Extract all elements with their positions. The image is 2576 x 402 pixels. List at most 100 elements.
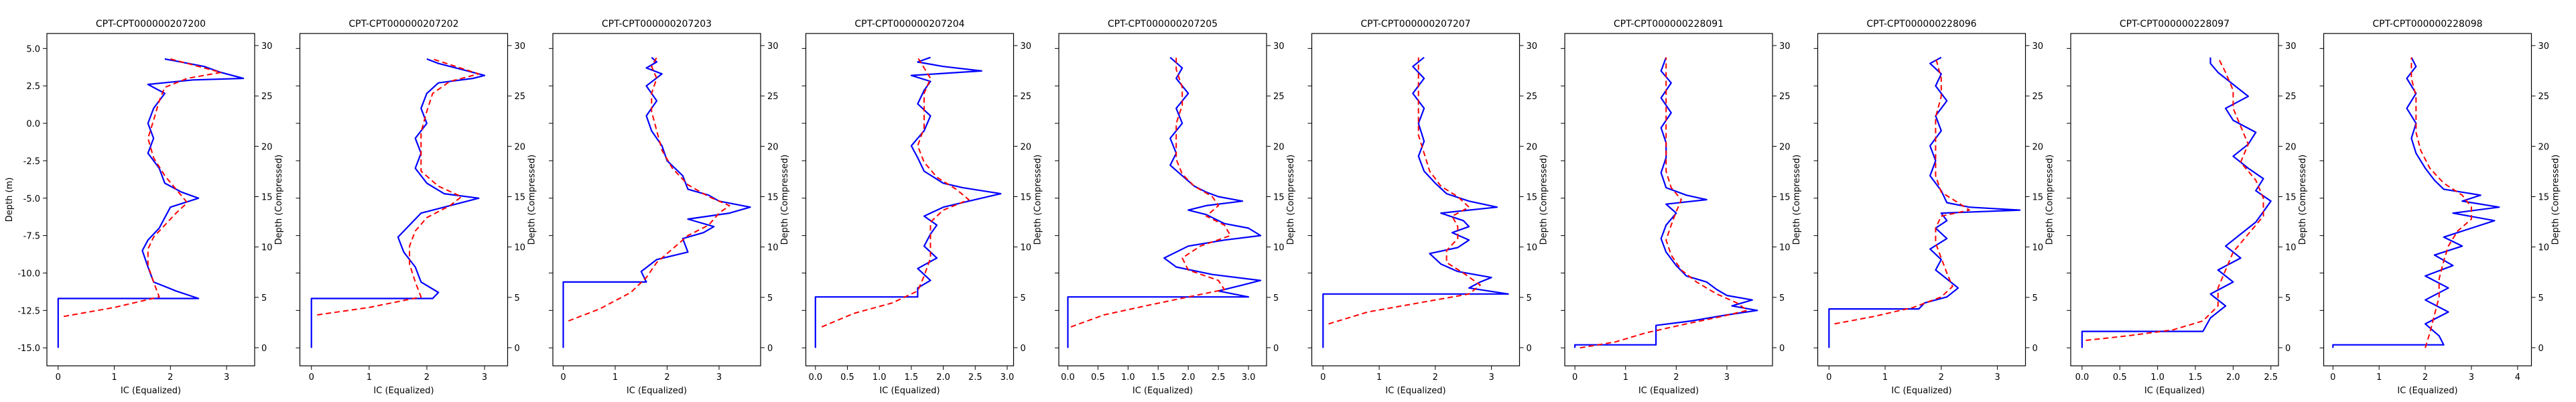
ic-line (814, 56, 1002, 348)
panel-2: CPT-CPT000000207202 0 5 10 15 20 25 30 0 1 2 3 IC (E… (296, 19, 537, 396)
y2-tick-label: 20 (2033, 142, 2044, 152)
y2-tick-label: 15 (2538, 192, 2550, 202)
y2-tick-label: 20 (515, 142, 526, 152)
y2-tick-label: 15 (1779, 192, 1791, 202)
y2-tick-label: 30 (261, 42, 273, 52)
y2-tick-label: 10 (1273, 243, 1285, 253)
x-tick-label: 3 (1994, 373, 2000, 383)
y2-tick-label: 30 (2285, 42, 2297, 52)
y2-tick-label: 0 (515, 344, 520, 354)
x-tick-label: 1.0 (1121, 373, 1135, 383)
panel-title: CPT-CPT000000207200 (96, 19, 206, 29)
x-tick-label: 1.5 (2189, 373, 2203, 383)
x-tick-label: 1 (1882, 373, 1888, 383)
y2-tick-label: 5 (1779, 293, 1785, 304)
y2-tick-label: 0 (767, 344, 773, 354)
y2-tick-label: 15 (767, 192, 779, 202)
x-tick-label: 0.0 (1061, 373, 1075, 383)
x-tick-label: 1 (2376, 373, 2382, 383)
x-tick-label: 2 (2423, 373, 2428, 383)
x-tick-label: 2 (1939, 373, 1944, 383)
x-tick-label: 0 (560, 373, 566, 383)
x-axis-label: IC (Equalized) (373, 386, 434, 396)
panel-1: CPT-CPT000000207200 5.0 2.5 0.0 -2.5 -5.0 -7.5… (5, 19, 284, 396)
y2-tick-label: 30 (1273, 42, 1285, 52)
y-tick-label: -7.5 (23, 232, 40, 242)
y2-axis-label: Depth (Compressed) (274, 155, 284, 245)
x-tick-label: 0.5 (2113, 373, 2127, 383)
plot-frame (1817, 33, 2026, 366)
y2-axis-label: Depth (Compressed) (1033, 155, 1043, 245)
y2-tick-label: 0 (261, 344, 267, 354)
x-tick-label: 0.0 (808, 373, 822, 383)
y2-tick-label: 5 (261, 293, 267, 304)
y-tick-label: -5.0 (23, 194, 40, 204)
y2-tick-label: 0 (2285, 344, 2291, 354)
y2-axis-label: Depth (Compressed) (2045, 155, 2055, 245)
y2-tick-label: 0 (2033, 344, 2038, 354)
y2-tick-label: 15 (1273, 192, 1285, 202)
y-tick-label: 0.0 (26, 119, 40, 129)
y2-tick-label: 30 (1021, 42, 1032, 52)
y2-tick-label: 20 (1273, 142, 1285, 152)
trend-line (1328, 57, 1481, 325)
plot-frame (1311, 33, 1521, 366)
panel-title: CPT-CPT000000228091 (1614, 19, 1724, 29)
x-tick-label: 1 (1376, 373, 1382, 383)
y2-tick-label: 10 (2033, 243, 2044, 253)
x-tick-label: 3 (1724, 373, 1730, 383)
y2-tick-label: 5 (1527, 293, 1532, 304)
y2-tick-label: 5 (1273, 293, 1279, 304)
x-tick-label: 2.0 (2226, 373, 2240, 383)
y2-tick-label: 25 (2538, 92, 2550, 102)
y2-tick-label: 15 (515, 192, 526, 202)
panel-title: CPT-CPT000000207202 (348, 19, 458, 29)
y2-tick-label: 10 (1779, 243, 1791, 253)
y2-tick-label: 30 (2538, 42, 2550, 52)
x-axis-label: IC (Equalized) (879, 386, 940, 396)
x-tick-label: 1 (1623, 373, 1628, 383)
y2-tick-label: 0 (1527, 344, 1532, 354)
y2-tick-label: 25 (767, 92, 779, 102)
trend-line (63, 58, 222, 318)
plot-frame (46, 33, 255, 366)
y2-tick-label: 25 (1021, 92, 1032, 102)
x-tick-label: 3 (224, 373, 229, 383)
plot-frame (2323, 33, 2532, 366)
panel-title: CPT-CPT000000207204 (854, 19, 964, 29)
x-axis-label: IC (Equalized) (627, 386, 687, 396)
y2-tick-label: 20 (2538, 142, 2550, 152)
x-tick-label: 2.0 (936, 373, 950, 383)
y2-tick-label: 10 (2538, 243, 2550, 253)
x-axis-label: IC (Equalized) (1638, 386, 1699, 396)
x-tick-label: 1.5 (1151, 373, 1165, 383)
y2-tick-label: 15 (2285, 192, 2297, 202)
x-tick-label: 1 (367, 373, 372, 383)
x-tick-label: 2.5 (968, 373, 982, 383)
y2-axis-label: Depth (Compressed) (2298, 155, 2308, 245)
x-tick-label: 0 (1826, 373, 1831, 383)
y-tick-label: -10.0 (17, 269, 40, 279)
x-tick-label: 2.5 (2264, 373, 2278, 383)
y2-axis-label: Depth (Compressed) (1539, 155, 1549, 245)
y2-axis-label: Depth (Compressed) (2551, 155, 2561, 245)
y2-tick-label: 10 (1527, 243, 1538, 253)
x-tick-label: 3 (482, 373, 487, 383)
plot-frame (299, 33, 509, 366)
x-tick-label: 2 (168, 373, 173, 383)
plot-frame (1058, 33, 1267, 366)
y2-tick-label: 20 (1021, 142, 1032, 152)
ic-line (1828, 56, 2021, 348)
y2-tick-label: 30 (767, 42, 779, 52)
x-tick-label: 0 (56, 373, 61, 383)
panel-4: CPT-CPT000000207204 0 5 10 15 20 25 30 0.0 0.5 1.0… (801, 19, 1043, 396)
y2-axis-label: Depth (Compressed) (527, 155, 537, 245)
x-tick-label: 3 (2469, 373, 2474, 383)
panel-title: CPT-CPT000000207205 (1108, 19, 1218, 29)
trend-line (2410, 57, 2472, 348)
y2-tick-label: 5 (2285, 293, 2291, 304)
x-axis-label: IC (Equalized) (1133, 386, 1193, 396)
x-tick-label: 3 (1488, 373, 1494, 383)
x-axis-label: IC (Equalized) (2144, 386, 2205, 396)
y2-tick-label: 25 (515, 92, 526, 102)
